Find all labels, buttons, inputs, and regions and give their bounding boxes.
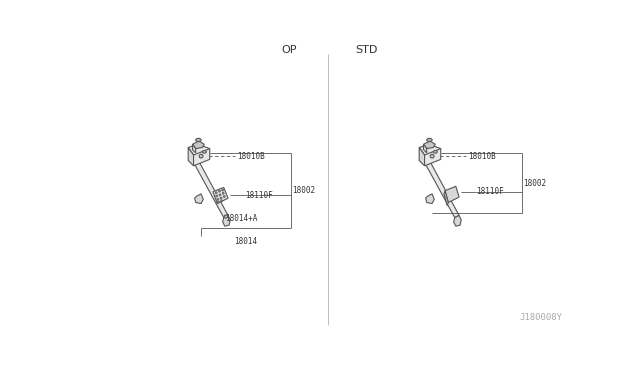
Ellipse shape [433,151,437,153]
Polygon shape [424,141,435,148]
Polygon shape [193,144,196,153]
Circle shape [221,189,223,191]
Circle shape [220,197,222,199]
Polygon shape [454,215,461,226]
Circle shape [215,192,217,194]
Text: 18002: 18002 [292,186,316,195]
Circle shape [430,154,434,158]
Polygon shape [193,159,228,218]
Ellipse shape [196,138,201,142]
Text: 18110F: 18110F [245,191,273,200]
Circle shape [224,215,227,218]
Polygon shape [193,148,210,166]
Text: 18010B: 18010B [468,152,495,161]
Circle shape [223,196,225,198]
Text: 18014+A: 18014+A [225,214,257,223]
Text: 18010B: 18010B [237,152,264,161]
Circle shape [222,192,224,194]
Text: J180008Y: J180008Y [520,313,563,322]
Polygon shape [424,144,427,153]
Text: STD: STD [355,45,378,55]
Polygon shape [195,194,204,203]
Circle shape [218,190,220,192]
Ellipse shape [202,151,206,153]
Circle shape [221,200,223,202]
Polygon shape [445,186,459,202]
Ellipse shape [427,138,432,142]
Circle shape [219,194,221,196]
Polygon shape [188,148,193,166]
Polygon shape [419,148,424,166]
Polygon shape [426,194,435,203]
Text: OP: OP [282,45,297,55]
Circle shape [217,198,219,200]
Polygon shape [193,141,204,148]
Circle shape [199,154,203,158]
Polygon shape [213,187,228,203]
Circle shape [216,195,218,197]
Circle shape [218,201,220,203]
Polygon shape [444,190,448,206]
Text: 18002: 18002 [523,179,547,187]
Polygon shape [188,144,210,155]
Text: 18014: 18014 [234,237,257,246]
Polygon shape [419,144,441,155]
Polygon shape [223,215,230,226]
Polygon shape [424,159,459,218]
Polygon shape [424,148,441,166]
Text: 18110F: 18110F [476,187,504,196]
